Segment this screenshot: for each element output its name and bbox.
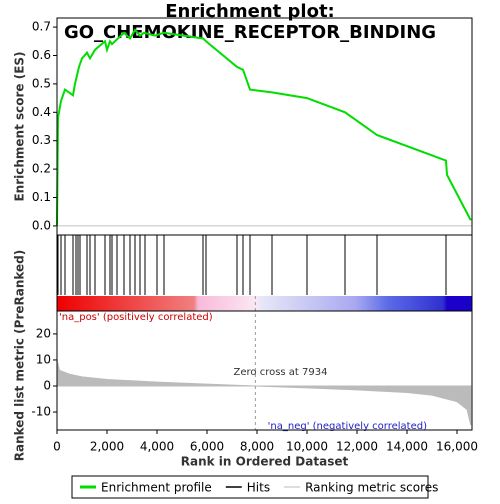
y-tick-label: 0.5 <box>32 76 51 90</box>
y-tick-label: 20 <box>36 326 51 340</box>
annotation: Zero cross at 7934 <box>234 367 328 378</box>
x-tick-label: 6,000 <box>190 440 224 454</box>
x-tick-label: 12,000 <box>336 440 378 454</box>
x-tick-label: 8,000 <box>240 440 274 454</box>
legend-box <box>71 475 429 499</box>
y-tick-label: -10 <box>31 405 51 419</box>
x-tick-label: 14,000 <box>386 440 428 454</box>
metric-area <box>56 359 472 426</box>
annotation: 'na_neg' (negatively correlated) <box>268 421 427 432</box>
y-tick-label: 10 <box>36 352 51 366</box>
x-tick-label: 10,000 <box>286 440 328 454</box>
y-tick-label: 0 <box>43 378 51 392</box>
es-line <box>56 28 472 226</box>
y-tick-label: 0.2 <box>32 162 51 176</box>
y-tick-label: 0.6 <box>32 48 51 62</box>
annotation: 'na_pos' (positively correlated) <box>59 312 213 323</box>
x-axis-label: Rank in Ordered Dataset <box>181 455 349 469</box>
legend-label: Enrichment profile <box>101 481 212 495</box>
rank-colorbar <box>57 296 472 311</box>
x-tick-label: 2,000 <box>90 440 124 454</box>
y-tick-label: 0.4 <box>32 105 51 119</box>
legend-label: Hits <box>247 481 270 495</box>
title: Enrichment plot: <box>165 1 335 22</box>
y-tick-label: 0.3 <box>32 133 51 147</box>
y-axis-label: Ranked list metric (PreRanked) <box>13 250 27 462</box>
y-tick-label: 0.7 <box>32 20 51 34</box>
x-tick-label: 16,000 <box>436 440 478 454</box>
y-axis-label: Enrichment score (ES) <box>13 51 27 201</box>
subtitle: GO_CHEMOKINE_RECEPTOR_BINDING <box>64 22 436 43</box>
x-tick-label: 0 <box>53 440 61 454</box>
x-tick-label: 4,000 <box>140 440 174 454</box>
y-tick-label: 0.1 <box>32 190 51 204</box>
y-tick-label: 0.0 <box>32 218 51 232</box>
legend-label: Ranking metric scores <box>305 481 438 495</box>
panel-frame <box>56 310 473 431</box>
